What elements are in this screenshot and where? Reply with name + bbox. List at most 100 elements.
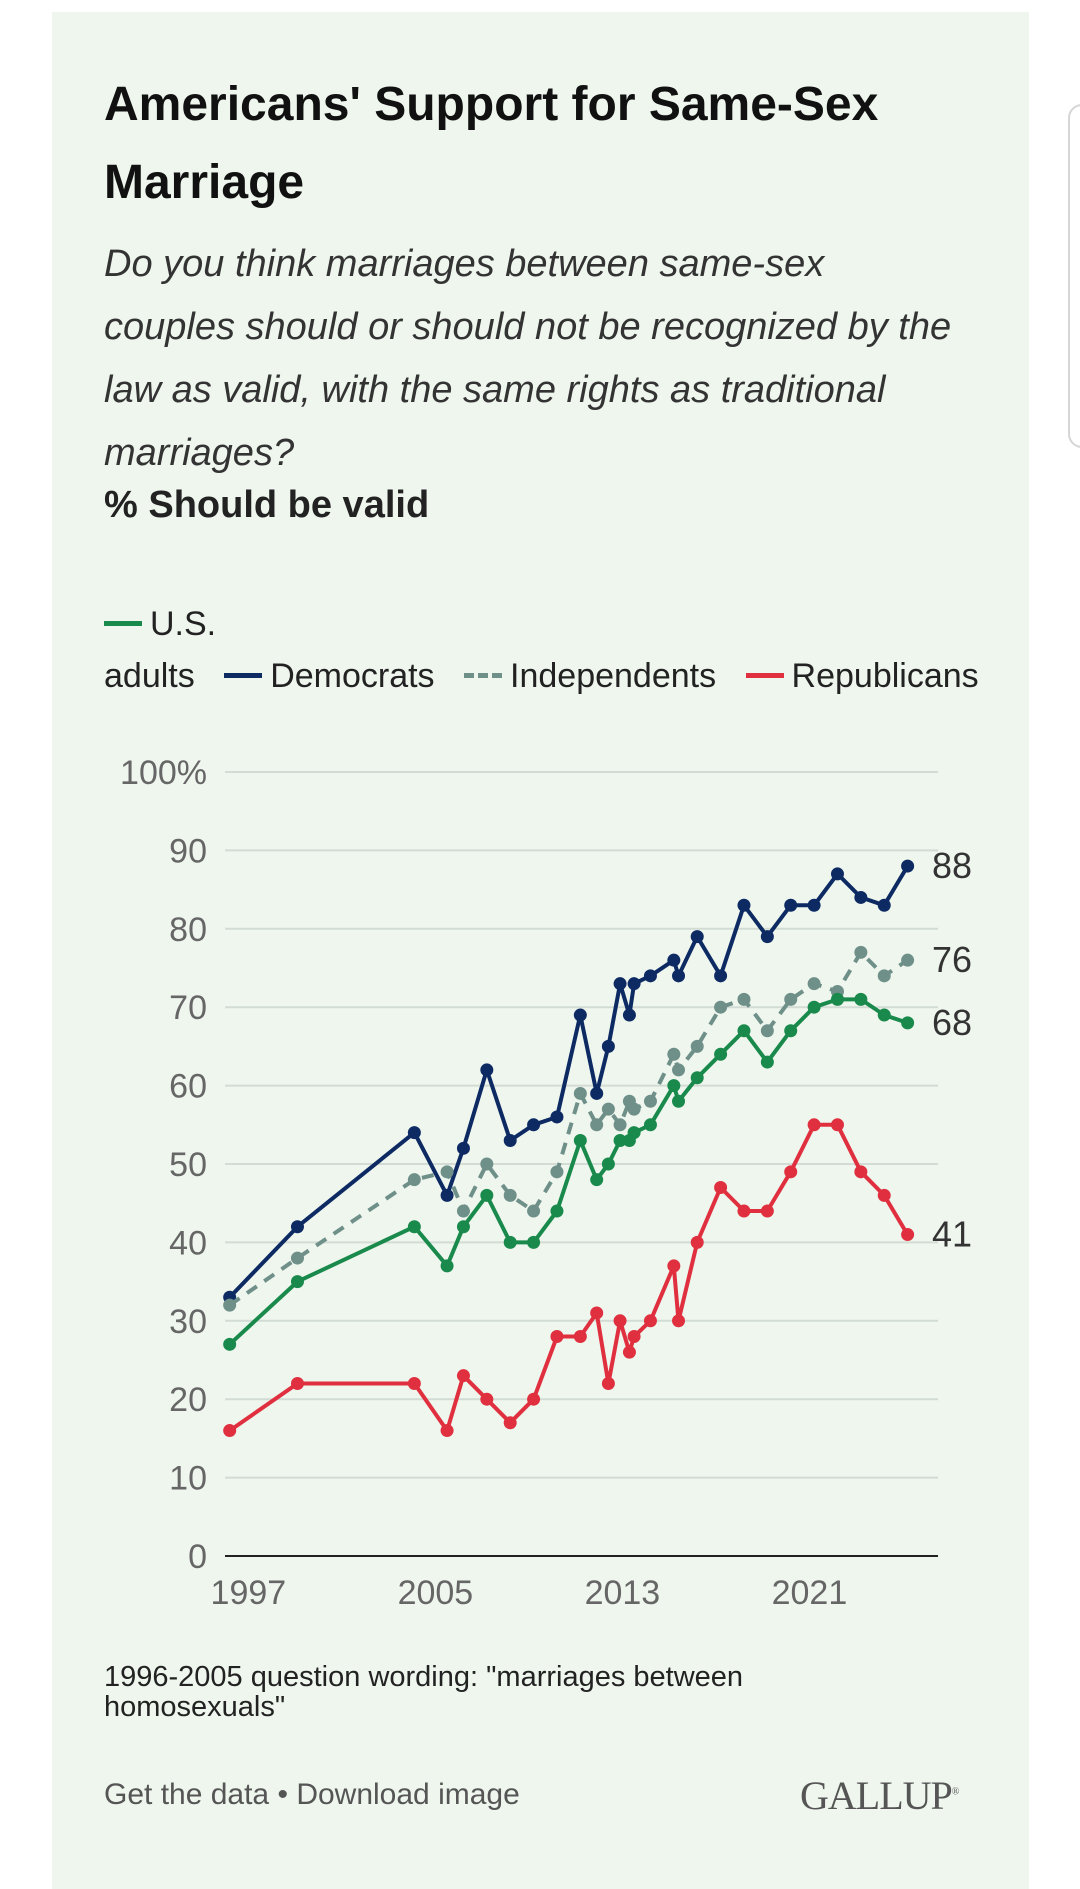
data-point-independents bbox=[643, 1094, 657, 1108]
data-point-independents bbox=[690, 1039, 704, 1053]
data-point-democrats bbox=[901, 859, 915, 873]
data-point-democrats bbox=[784, 898, 798, 912]
legend-label-democrats: Democrats bbox=[270, 657, 435, 695]
data-point-independents bbox=[807, 977, 821, 991]
data-point-us_adults bbox=[480, 1188, 494, 1202]
data-point-republicans bbox=[667, 1259, 681, 1273]
data-point-us_adults bbox=[601, 1157, 615, 1171]
data-point-independents bbox=[613, 1118, 627, 1132]
end-label-independents: 76 bbox=[932, 939, 972, 980]
data-point-democrats bbox=[622, 1008, 636, 1022]
data-point-republicans bbox=[290, 1377, 304, 1391]
data-point-us_adults bbox=[627, 1126, 641, 1140]
data-point-us_adults bbox=[854, 992, 868, 1006]
legend-label-republicans: Republicans bbox=[791, 657, 979, 695]
series-line-us_adults bbox=[228, 997, 909, 1346]
data-point-democrats bbox=[643, 969, 657, 983]
data-point-republicans bbox=[854, 1165, 868, 1179]
data-point-republicans bbox=[590, 1306, 604, 1320]
data-point-us_adults bbox=[830, 992, 844, 1006]
data-point-us_adults bbox=[407, 1220, 421, 1234]
data-point-independents bbox=[527, 1204, 541, 1218]
y-tick-label: 100% bbox=[120, 754, 207, 792]
data-point-republicans bbox=[714, 1181, 728, 1195]
data-point-republicans bbox=[613, 1314, 627, 1328]
y-tick-label: 60 bbox=[169, 1068, 207, 1106]
end-label-us_adults: 68 bbox=[932, 1002, 972, 1043]
data-point-independents bbox=[627, 1102, 641, 1116]
data-point-republicans bbox=[223, 1424, 237, 1438]
data-point-republicans bbox=[877, 1188, 891, 1202]
end-labels: 88 76 68 41 bbox=[932, 845, 972, 1254]
data-point-independents bbox=[290, 1251, 304, 1265]
data-point-us_adults bbox=[440, 1259, 454, 1273]
data-point-independents bbox=[877, 969, 891, 983]
data-point-independents bbox=[480, 1157, 494, 1171]
data-point-independents bbox=[223, 1298, 237, 1312]
data-point-republicans bbox=[456, 1369, 470, 1383]
data-point-us_adults bbox=[877, 1008, 891, 1022]
data-point-republicans bbox=[807, 1118, 821, 1132]
data-point-democrats bbox=[714, 969, 728, 983]
legend-swatch-republicans bbox=[745, 672, 784, 678]
data-point-independents bbox=[901, 953, 915, 967]
data-point-republicans bbox=[440, 1424, 454, 1438]
x-tick-label: 1997 bbox=[211, 1574, 287, 1612]
data-point-republicans bbox=[690, 1235, 704, 1249]
data-point-republicans bbox=[573, 1329, 587, 1343]
series-us_adults bbox=[223, 992, 915, 1351]
footnote: 1996-2005 question wording: "marriages b… bbox=[104, 1661, 744, 1723]
data-point-democrats bbox=[480, 1063, 494, 1077]
data-point-us_adults bbox=[223, 1337, 237, 1351]
x-tick-label: 2005 bbox=[398, 1574, 474, 1612]
data-point-us_adults bbox=[613, 1133, 627, 1147]
download-image-link[interactable]: Download image bbox=[296, 1778, 520, 1811]
y-tick-label: 90 bbox=[169, 832, 207, 870]
data-point-democrats bbox=[601, 1039, 615, 1053]
data-point-republicans bbox=[901, 1228, 915, 1242]
data-point-democrats bbox=[690, 930, 704, 944]
data-point-independents bbox=[590, 1118, 604, 1132]
data-point-us_adults bbox=[456, 1220, 470, 1234]
grid bbox=[225, 771, 938, 1557]
data-point-republicans bbox=[407, 1377, 421, 1391]
data-point-democrats bbox=[527, 1118, 541, 1132]
data-point-independents bbox=[784, 992, 798, 1006]
data-point-republicans bbox=[480, 1392, 494, 1406]
data-point-independents bbox=[573, 1086, 587, 1100]
data-point-republicans bbox=[760, 1204, 774, 1218]
y-tick-label: 70 bbox=[169, 989, 207, 1027]
y-tick-label: 0 bbox=[188, 1538, 207, 1576]
get-data-link[interactable]: Get the data bbox=[104, 1778, 270, 1811]
data-point-republicans bbox=[737, 1204, 751, 1218]
data-point-democrats bbox=[854, 890, 868, 904]
data-point-democrats bbox=[407, 1126, 421, 1140]
data-point-independents bbox=[407, 1173, 421, 1187]
gallup-logo: GALLUP® bbox=[800, 1772, 959, 1819]
data-point-democrats bbox=[877, 898, 891, 912]
end-label-republicans: 41 bbox=[932, 1214, 972, 1255]
data-point-independents bbox=[503, 1188, 517, 1202]
data-point-us_adults bbox=[590, 1173, 604, 1187]
data-point-independents bbox=[456, 1204, 470, 1218]
data-point-independents bbox=[714, 1000, 728, 1014]
data-point-us_adults bbox=[807, 1000, 821, 1014]
data-point-democrats bbox=[667, 953, 681, 967]
legend-label-independents: Independents bbox=[510, 657, 717, 695]
data-point-democrats bbox=[807, 898, 821, 912]
data-point-us_adults bbox=[672, 1094, 686, 1108]
data-point-republicans bbox=[830, 1118, 844, 1132]
data-point-democrats bbox=[573, 1008, 587, 1022]
data-point-us_adults bbox=[290, 1275, 304, 1289]
legend-swatch-democrats bbox=[224, 672, 263, 678]
series-line-republicans bbox=[228, 1122, 910, 1433]
data-point-republicans bbox=[627, 1329, 641, 1343]
legend-label-us-adults-line2: adults bbox=[104, 657, 195, 695]
data-point-independents bbox=[440, 1165, 454, 1179]
data-point-independents bbox=[854, 945, 868, 959]
y-axis-ticks: 0 10 20 30 40 50 60 70 80 90 100% bbox=[120, 754, 207, 1576]
legend-label-us-adults-line1: U.S. bbox=[150, 605, 217, 643]
series-republicans bbox=[223, 1118, 915, 1438]
series bbox=[223, 859, 915, 1438]
data-point-us_adults bbox=[550, 1204, 564, 1218]
